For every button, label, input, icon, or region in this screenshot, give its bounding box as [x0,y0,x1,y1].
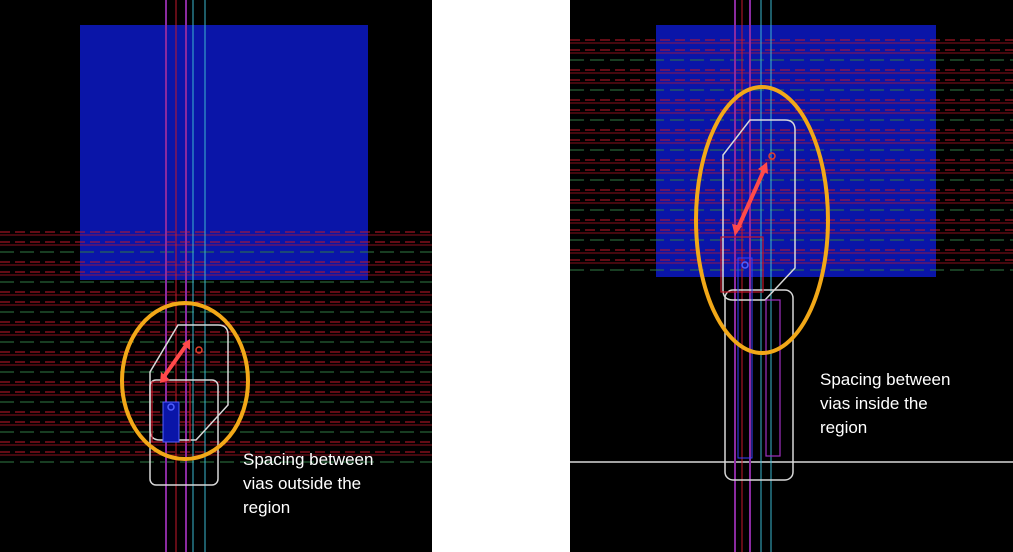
via-top [195,346,203,354]
left-layout-panel: Spacing between vias outside the region [0,0,432,552]
vertical-wires [734,0,772,552]
wire-outline [149,324,229,486]
right-layout-canvas [570,0,1013,552]
left-layout-canvas [0,0,432,552]
horizontal-tracks [570,39,1013,271]
wire-outline [720,119,796,481]
region-block [656,25,936,277]
horizontal-tracks [0,231,432,463]
spacing-arrow [732,162,768,236]
highlight-ellipse [694,85,830,355]
spacing-arrow [160,339,190,383]
caption-inside-region: Spacing between vias inside the region [820,370,951,437]
via-bottom [167,403,175,411]
right-layout-panel: Spacing between vias inside the region [570,0,1013,552]
highlight-ellipse [120,301,250,461]
caption-outside-region: Spacing between vias outside the region [243,450,374,517]
region-block [80,25,368,280]
via-bottom [741,261,749,269]
via-top [768,152,776,160]
